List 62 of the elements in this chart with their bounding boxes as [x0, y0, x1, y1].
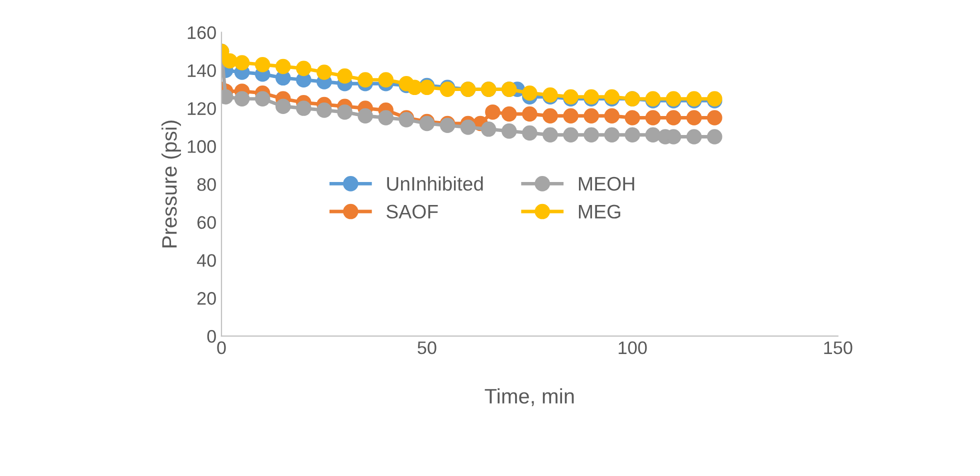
legend-label: MEG — [578, 204, 620, 219]
point — [624, 127, 640, 142]
point — [485, 104, 500, 120]
point — [584, 108, 599, 124]
point — [275, 98, 291, 114]
point — [666, 110, 682, 126]
point — [502, 123, 517, 139]
point — [686, 129, 702, 144]
point — [222, 53, 238, 68]
x-tick-label: 50 — [418, 341, 436, 354]
legend-label: SAOF — [386, 204, 438, 219]
x-axis-title: Time, min — [484, 388, 574, 406]
point — [645, 127, 661, 142]
y-axis-title: Pressure (psi) — [162, 120, 181, 248]
point — [563, 127, 578, 142]
point — [604, 108, 620, 124]
y-tick-label: 20 — [197, 292, 216, 305]
point — [522, 125, 538, 141]
point — [316, 64, 332, 80]
point — [522, 85, 538, 101]
x-tick-label: 100 — [618, 341, 647, 354]
point — [254, 56, 270, 72]
point — [522, 106, 538, 122]
point — [706, 129, 722, 144]
legend-label: UnInhibited — [387, 176, 483, 191]
point — [234, 55, 250, 70]
y-tick-label: 120 — [188, 102, 216, 116]
point — [645, 110, 661, 126]
point — [706, 110, 722, 126]
point — [254, 91, 270, 106]
point — [406, 80, 422, 96]
point — [460, 120, 476, 135]
y-tick-label: 160 — [188, 26, 216, 40]
x-tick-label: 150 — [824, 341, 852, 354]
y-tick-label: 140 — [188, 64, 216, 78]
point — [480, 122, 496, 137]
y-tick-label: 80 — [197, 178, 216, 191]
point — [686, 110, 702, 126]
point — [275, 58, 291, 74]
point — [604, 127, 620, 142]
point — [584, 127, 599, 142]
point — [337, 68, 352, 84]
point — [563, 108, 578, 124]
point — [502, 106, 517, 122]
point — [378, 72, 394, 88]
y-tick-label: 0 — [207, 330, 216, 343]
legend-label: MEOH — [578, 176, 634, 191]
point — [358, 108, 373, 124]
point — [296, 60, 312, 76]
point — [358, 72, 373, 88]
point — [337, 104, 352, 120]
point — [316, 102, 332, 118]
point — [542, 127, 558, 142]
y-tick-label: 40 — [196, 254, 216, 267]
point — [296, 100, 312, 116]
y-tick-label: 60 — [197, 216, 216, 229]
x-tick-label: 0 — [217, 341, 226, 354]
point — [624, 110, 640, 126]
point — [234, 91, 250, 106]
point — [542, 108, 558, 124]
point — [378, 110, 394, 126]
y-tick-label: 100 — [188, 140, 216, 153]
